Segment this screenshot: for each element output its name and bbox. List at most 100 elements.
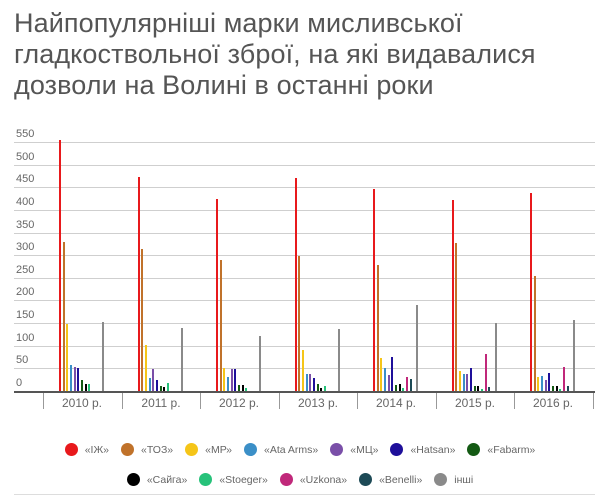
bar[interactable] (373, 189, 375, 391)
bar[interactable] (81, 380, 83, 391)
bar[interactable] (298, 256, 300, 391)
x-category-label: 2010 р. (61, 396, 103, 410)
bar[interactable] (242, 385, 244, 391)
legend-item[interactable]: «Hatsan» (390, 443, 455, 456)
legend-item[interactable]: «Сайга» (126, 473, 187, 486)
bar[interactable] (156, 380, 158, 391)
bar[interactable] (59, 140, 61, 391)
x-category-label: 2012 р. (218, 396, 260, 410)
legend-item[interactable]: «МЦ» (330, 443, 378, 456)
bar[interactable] (338, 329, 340, 391)
bar[interactable] (395, 385, 397, 391)
bar[interactable] (313, 378, 315, 391)
bar[interactable] (391, 357, 393, 391)
bar[interactable] (406, 377, 408, 391)
bar[interactable] (295, 178, 297, 391)
bar[interactable] (145, 345, 147, 391)
bar[interactable] (66, 324, 68, 391)
bar[interactable] (402, 388, 404, 391)
bar[interactable] (485, 354, 487, 391)
bar[interactable] (245, 388, 247, 391)
y-tick-label: 550 (16, 128, 35, 140)
bar[interactable] (234, 369, 236, 391)
bar[interactable] (477, 386, 479, 391)
bar[interactable] (495, 323, 497, 391)
bar[interactable] (324, 386, 326, 391)
bar[interactable] (227, 377, 229, 391)
bar[interactable] (77, 368, 79, 391)
bar[interactable] (306, 374, 308, 391)
bar[interactable] (138, 177, 140, 391)
bar[interactable] (320, 388, 322, 391)
bar[interactable] (466, 374, 468, 391)
bar[interactable] (384, 368, 386, 391)
bar[interactable] (88, 384, 90, 391)
bar[interactable] (377, 265, 379, 391)
bar[interactable] (452, 200, 454, 391)
legend-item[interactable]: «Benelli» (359, 473, 422, 486)
legend-item[interactable]: «Ata Arms» (243, 443, 318, 456)
bar[interactable] (149, 378, 151, 391)
bar[interactable] (380, 358, 382, 391)
bar[interactable] (163, 387, 165, 391)
chart-title: Найпопулярніші марки мисливської гладкос… (14, 8, 536, 100)
bar[interactable] (563, 367, 565, 391)
y-tick-label: 250 (16, 264, 35, 276)
bar[interactable] (309, 374, 311, 391)
bar[interactable] (573, 320, 575, 391)
bar[interactable] (552, 386, 554, 391)
bar[interactable] (470, 368, 472, 391)
bar[interactable] (559, 389, 561, 391)
bar[interactable] (541, 376, 543, 391)
x-category-label: 2013 р. (297, 396, 339, 410)
bar[interactable] (537, 377, 539, 391)
bar[interactable] (259, 336, 261, 391)
bar[interactable] (474, 386, 476, 391)
bar[interactable] (220, 260, 222, 391)
bar[interactable] (567, 386, 569, 391)
legend-item[interactable]: «ТОЗ» (121, 443, 173, 456)
bar[interactable] (160, 386, 162, 391)
bar[interactable] (70, 365, 72, 391)
legend-row-2: «Сайга» «Stoeger» «Uzkona» «Benelli» інші (0, 473, 600, 486)
bar[interactable] (181, 328, 183, 391)
x-tick (200, 393, 201, 409)
bar[interactable] (463, 374, 465, 391)
legend-item[interactable]: «ІЖ» (64, 443, 109, 456)
bar[interactable] (63, 242, 65, 391)
bar[interactable] (410, 379, 412, 391)
legend-item[interactable]: інші (434, 473, 473, 486)
bar[interactable] (74, 367, 76, 391)
x-tick (357, 393, 358, 409)
bar[interactable] (530, 193, 532, 391)
legend-item[interactable]: «Uzkona» (279, 473, 347, 486)
bar[interactable] (481, 389, 483, 391)
bar[interactable] (152, 369, 154, 391)
bar[interactable] (141, 249, 143, 391)
bar[interactable] (459, 371, 461, 391)
bar[interactable] (238, 385, 240, 391)
bar[interactable] (102, 322, 104, 391)
bar[interactable] (317, 384, 319, 391)
bar[interactable] (556, 386, 558, 391)
legend-item[interactable]: «Fabarm» (467, 443, 535, 456)
bar[interactable] (231, 369, 233, 391)
bar[interactable] (85, 384, 87, 391)
bar[interactable] (388, 375, 390, 391)
bar[interactable] (399, 384, 401, 391)
bar[interactable] (216, 199, 218, 391)
bar[interactable] (488, 387, 490, 391)
bar[interactable] (548, 373, 550, 391)
bar[interactable] (223, 368, 225, 391)
legend-item[interactable]: «МР» (185, 443, 232, 456)
bar[interactable] (416, 305, 418, 391)
bar[interactable] (167, 383, 169, 391)
bar[interactable] (534, 276, 536, 391)
bar[interactable] (545, 380, 547, 391)
gridline (14, 278, 595, 279)
bar[interactable] (455, 243, 457, 391)
bar[interactable] (302, 350, 304, 391)
y-tick-label: 200 (16, 286, 35, 298)
legend-item[interactable]: «Stoeger» (199, 473, 268, 486)
y-tick-label: 350 (16, 219, 35, 231)
